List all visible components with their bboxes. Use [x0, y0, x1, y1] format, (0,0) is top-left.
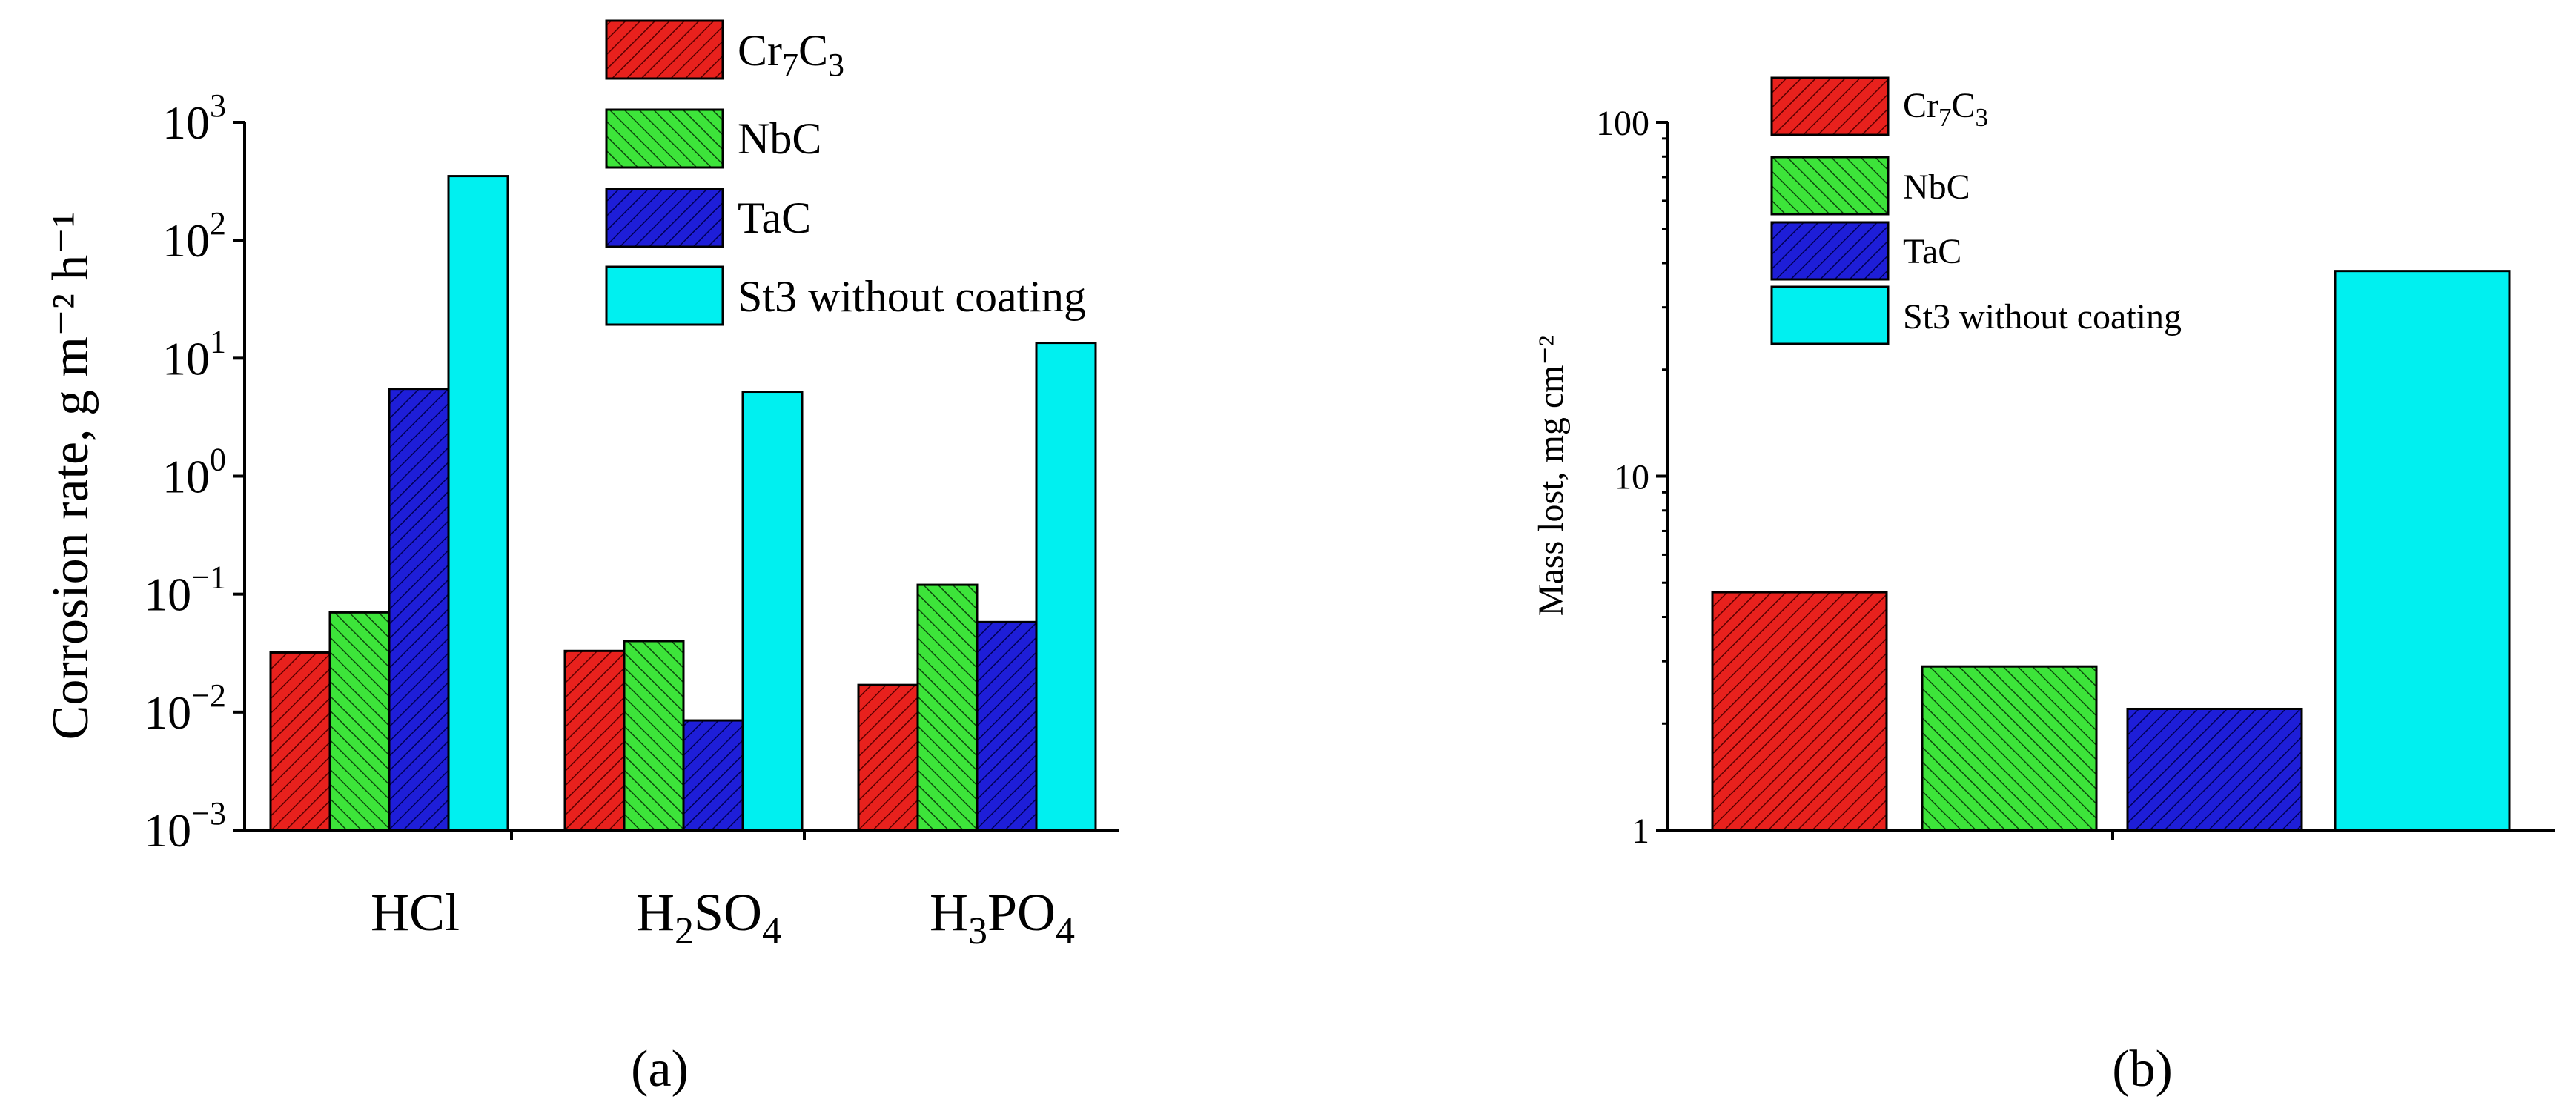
bar-b-nbc	[1921, 665, 2098, 832]
legend-b-label-nbc: NbC	[1903, 167, 1970, 207]
chart-b-y-axis-label: Mass lost, mg cm⁻²	[1532, 336, 1571, 616]
bar-a-tac-3	[976, 620, 1038, 832]
chart-a-x-tick-label: HCl	[371, 883, 460, 942]
legend-a-swatch-tac	[605, 188, 724, 248]
figure-label-b: (b)	[2112, 1041, 2173, 1098]
legend-a-label-cr7c3: Cr7C3	[738, 26, 844, 83]
chart-b-y-tick-label: 100	[1596, 104, 1649, 143]
legend-a-swatch-nbc	[605, 108, 724, 169]
bar-b-st3	[2334, 270, 2511, 832]
legend-a-item-cr7c3: Cr7C3	[605, 19, 844, 83]
bar-b-cr7c3	[1711, 591, 1888, 832]
chart-b-legend: Cr7C3 NbC TaC St3 without coating	[1770, 76, 2182, 345]
legend-a-swatch-cr7c3	[605, 19, 724, 80]
chart-b-y-tick-label: 10	[1614, 458, 1649, 497]
bar-a-nbc-3	[916, 583, 979, 832]
chart-a-y-tick-label: 10−3	[144, 795, 226, 857]
legend-a-swatch-st3	[605, 265, 724, 326]
chart-a-x-ticks: HCl H2SO4 H3PO4	[371, 830, 1075, 952]
chart-a-x-tick-label: H3PO4	[930, 883, 1075, 952]
chart-a-y-tick-label: 10−1	[144, 560, 226, 621]
legend-b-item-tac: TaC	[1770, 221, 1961, 281]
chart-a-y-tick-label: 10−2	[144, 677, 226, 739]
legend-b-label-cr7c3: Cr7C3	[1903, 86, 1988, 132]
chart-b-y-tick-label: 1	[1632, 812, 1649, 851]
legend-a-item-tac: TaC	[605, 188, 811, 248]
legend-a-label-st3: St3 without coating	[738, 272, 1086, 321]
legend-b-label-st3: St3 without coating	[1903, 297, 2182, 336]
bar-b-tac	[2126, 707, 2303, 832]
bar-a-cr7c3-2	[563, 649, 626, 832]
legend-b-swatch-cr7c3	[1770, 76, 1890, 136]
legend-b-swatch-st3	[1770, 285, 1890, 345]
chart-a-legend: Cr7C3 NbC TaC St3 without coating	[605, 19, 1086, 326]
legend-a-item-nbc: NbC	[605, 108, 821, 169]
chart-panel-a: 10−3 10−2 10−1 100 101 102 103 HCl H2SO4 H3PO4 C…	[42, 19, 1119, 1098]
legend-b-item-cr7c3: Cr7C3	[1770, 76, 1988, 136]
chart-b-y-ticks: 1 10 100	[1596, 104, 1668, 851]
legend-b-item-st3: St3 without coating	[1770, 285, 2182, 345]
bar-a-st3-3	[1035, 342, 1097, 832]
bar-a-cr7c3-3	[857, 683, 919, 832]
bar-a-tac-2	[682, 719, 744, 832]
chart-b-bars	[1711, 270, 2511, 832]
legend-b-label-tac: TaC	[1903, 232, 1961, 271]
legend-a-item-st3: St3 without coating	[605, 265, 1086, 326]
legend-b-item-nbc: NbC	[1770, 156, 1970, 216]
legend-b-swatch-tac	[1770, 221, 1890, 281]
legend-a-label-nbc: NbC	[738, 114, 821, 163]
chart-a-bars	[269, 175, 1097, 832]
bar-a-nbc-2	[623, 640, 685, 832]
bar-a-tac-1	[388, 388, 450, 832]
bar-a-nbc-1	[328, 611, 391, 832]
bar-a-st3-1	[447, 175, 509, 832]
chart-a-y-tick-label: 101	[162, 323, 226, 385]
chart-a-x-tick-label: H2SO4	[636, 883, 781, 952]
chart-a-y-tick-label: 100	[162, 442, 226, 503]
chart-a-y-axis-label: Corrosion rate, g m⁻² h⁻¹	[42, 212, 99, 740]
legend-b-swatch-nbc	[1770, 156, 1890, 216]
chart-panel-b: 1 10 100 Mass lost, mg cm⁻² Cr7C3 NbC TaC …	[1532, 76, 2555, 1098]
figure-label-a: (a)	[631, 1041, 689, 1098]
bar-a-st3-2	[741, 391, 804, 832]
chart-a-y-tick-label: 103	[162, 87, 226, 149]
chart-a-y-tick-label: 102	[162, 205, 226, 267]
bar-a-cr7c3-1	[269, 651, 331, 832]
chart-a-y-ticks: 10−3 10−2 10−1 100 101 102 103	[144, 87, 245, 857]
legend-a-label-tac: TaC	[738, 193, 811, 242]
